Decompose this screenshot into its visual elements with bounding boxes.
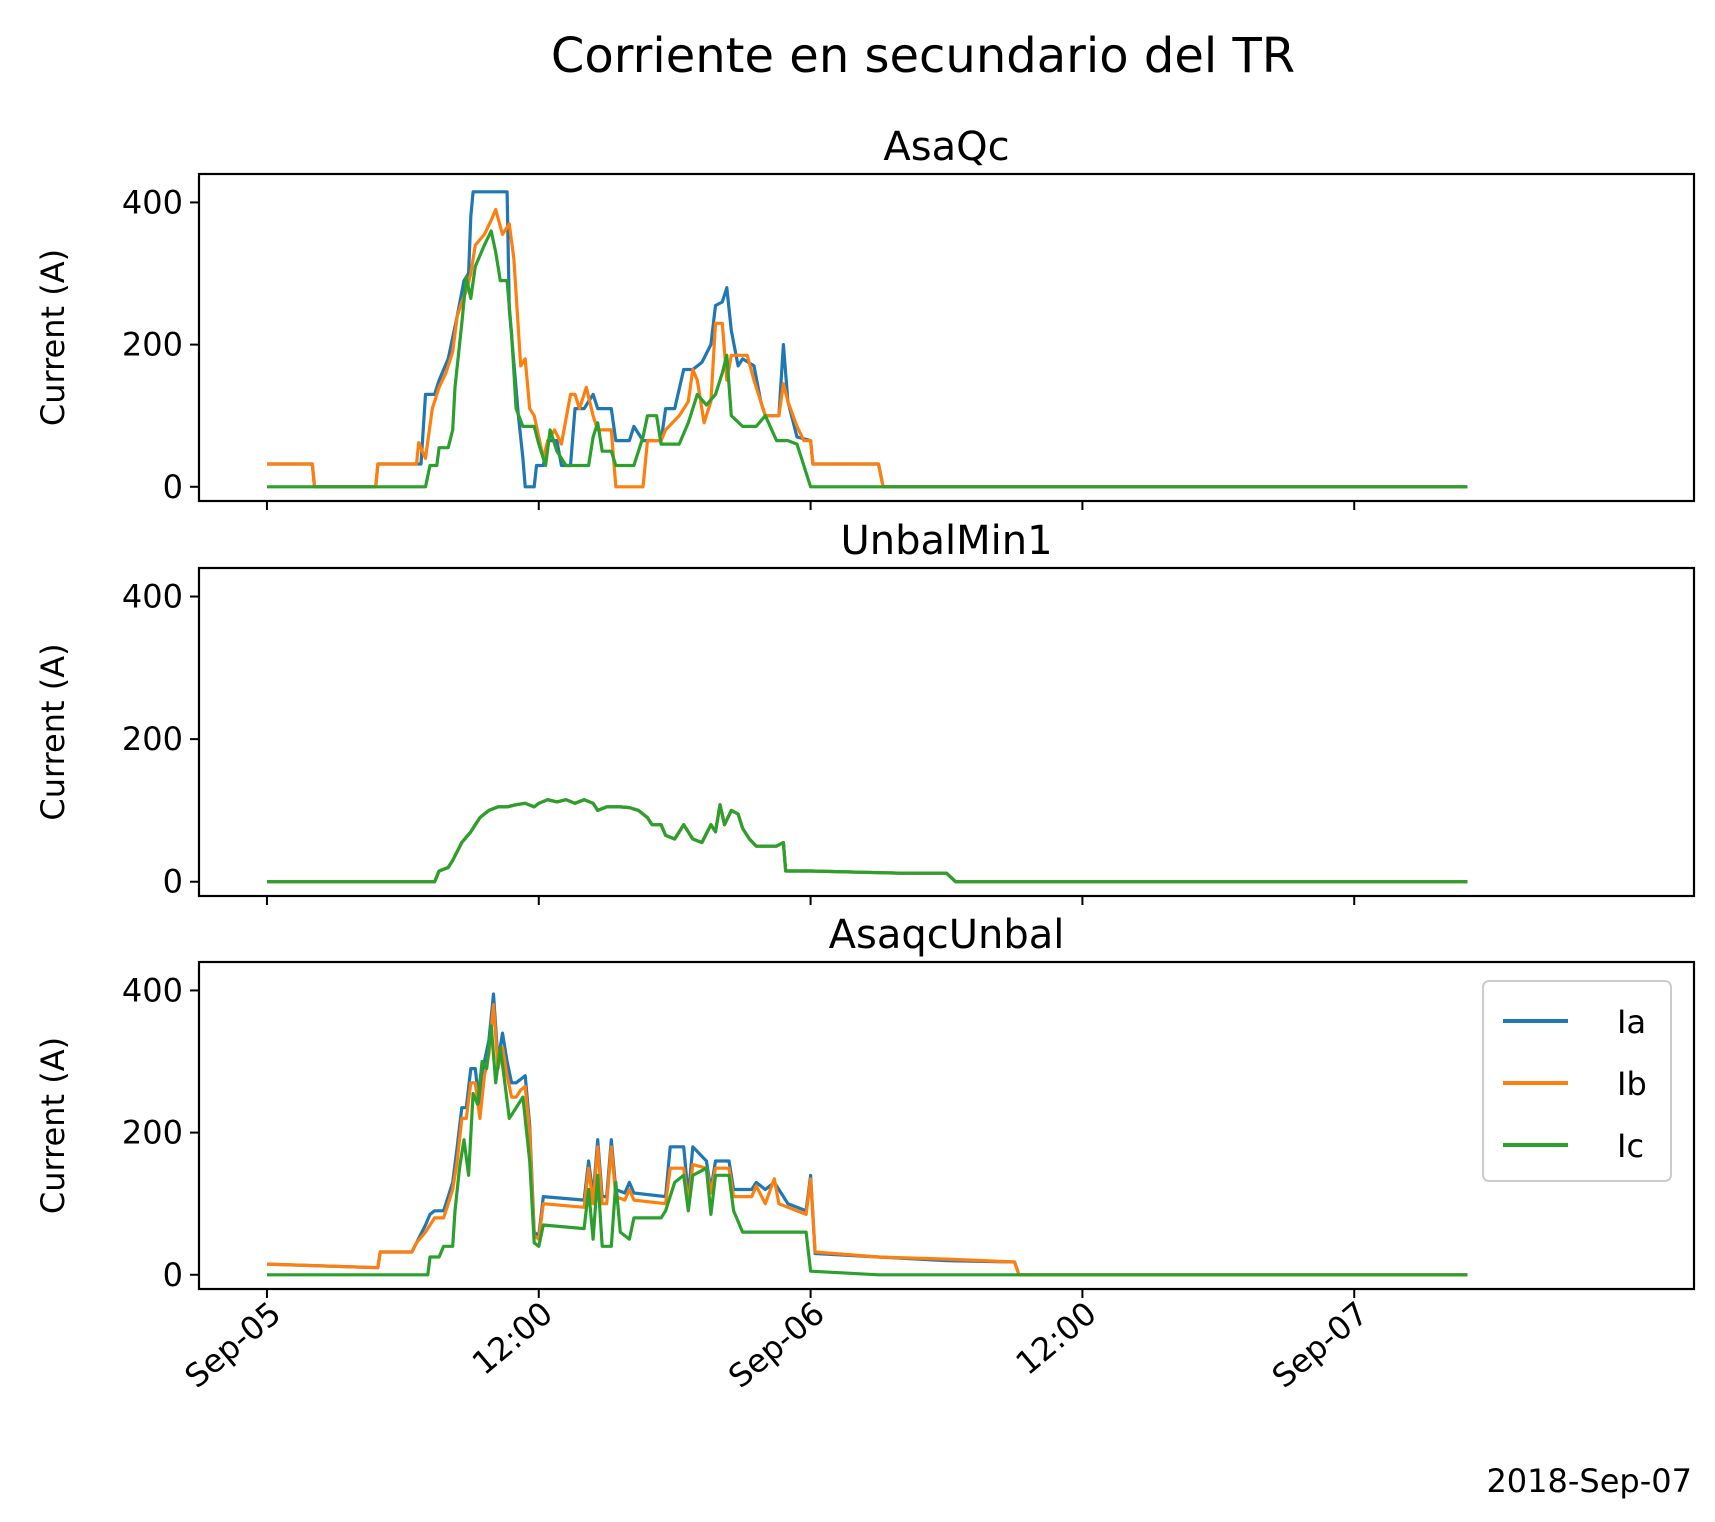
legend: Ia Ib Ic [1482, 980, 1672, 1182]
subplot-title: AsaQc [883, 124, 1009, 170]
legend-label-ib: Ib [1617, 1065, 1647, 1103]
y-tick-label: 0 [163, 1256, 183, 1294]
axes-frame [197, 566, 1696, 898]
y-tick-label: 400 [122, 971, 183, 1009]
axes-frame [197, 172, 1696, 503]
legend-label-ic: Ic [1617, 1127, 1644, 1165]
figure-title: Corriente en secundario del TR [551, 28, 1295, 84]
date-offset-label: 2018-Sep-07 [1486, 1462, 1692, 1500]
subplot-title: UnbalMin1 [840, 518, 1052, 564]
y-tick-label: 200 [122, 326, 183, 364]
series-line-ic [267, 798, 1468, 884]
axes-frame [197, 960, 1696, 1291]
y-axis-label: Current (A) [34, 249, 72, 426]
series-line-ib [267, 207, 1468, 489]
subplot-title: AsaqcUnbal [829, 912, 1065, 958]
subplot-unbalmin1: UnbalMin1 Current (A) 0 200 400 [34, 518, 1696, 905]
series-line-ic [267, 229, 1468, 489]
y-tick-label: 0 [163, 863, 183, 901]
y-axis-label: Current (A) [34, 643, 72, 820]
legend-box [1482, 980, 1672, 1182]
y-axis-label: Current (A) [34, 1037, 72, 1214]
legend-label-ia: Ia [1617, 1003, 1646, 1041]
subplot-asaqc: AsaQc Current (A) 0 200 400 [34, 124, 1696, 510]
series-line-ic [267, 1024, 1468, 1277]
y-tick-label: 200 [122, 720, 183, 758]
y-tick-label: 400 [122, 578, 183, 616]
y-tick-label: 400 [122, 183, 183, 221]
y-tick-label: 200 [122, 1114, 183, 1152]
y-tick-label: 0 [163, 468, 183, 506]
series-line-ib [266, 1003, 1468, 1277]
